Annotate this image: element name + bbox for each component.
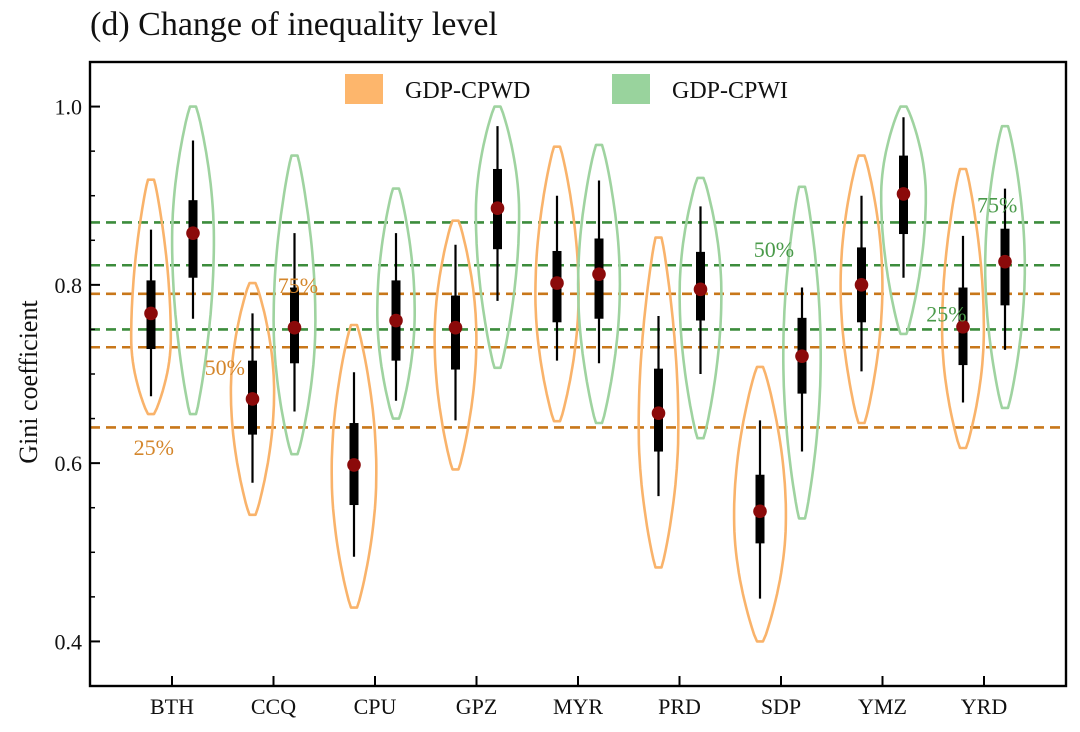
axes: 0.4 0.6 0.8 1.0 BTH CCQ CPU GPZ MYR PRD SDP YMZ YRD G…	[14, 60, 1068, 719]
reference-label: 75%	[278, 273, 318, 298]
violin-cpu-gdp-cpwi	[376, 187, 416, 420]
x-tick-label: YRD	[961, 694, 1007, 719]
violins	[129, 105, 1027, 643]
median-point-gpz-gdp-cpwd	[448, 320, 463, 335]
reference-label: 50%	[754, 237, 794, 262]
legend: GDP-CPWD GDP-CPWI	[345, 74, 788, 104]
violin-yrd-gdp-cpwd	[940, 167, 986, 450]
reference-label: 25%	[134, 435, 174, 460]
violin-sdp-gdp-cpwd	[732, 365, 788, 643]
legend-swatch-gdp-cpwi	[612, 74, 650, 104]
median-point-ccq-gdp-cpwi	[287, 320, 302, 335]
violin-myr-gdp-cpwi	[576, 143, 622, 425]
median-point-prd-gdp-cpwd	[651, 406, 666, 421]
violin-ymz-gdp-cpwd	[839, 154, 884, 425]
legend-label: GDP-CPWD	[405, 78, 530, 104]
x-tick-label: MYR	[553, 694, 603, 719]
x-tick-label: CPU	[354, 694, 397, 719]
violin-yrd-gdp-cpwi	[983, 124, 1027, 410]
violin-cpu-gdp-cpwd	[330, 323, 378, 609]
median-point-myr-gdp-cpwd	[550, 276, 564, 290]
violin-prd-gdp-cpwd	[637, 236, 680, 569]
violin-ccq-gdp-cpwd	[229, 281, 276, 517]
violin-gpz-gdp-cpwi	[474, 105, 521, 370]
y-axis-label: Gini coefficient	[14, 300, 43, 464]
median-point-ymz-gdp-cpwi	[896, 187, 911, 201]
median-point-gpz-gdp-cpwi	[490, 201, 505, 215]
violin-bth-gdp-cpwi	[170, 105, 216, 416]
chart-title: (d) Change of inequality level	[90, 6, 498, 43]
median-point-cpu-gdp-cpwi	[389, 313, 403, 328]
reference-label: 25%	[926, 301, 966, 326]
x-tick-label: BTH	[150, 694, 194, 719]
legend-label: GDP-CPWI	[672, 78, 788, 104]
reference-label: 50%	[205, 355, 245, 380]
median-point-ccq-gdp-cpwd	[245, 392, 260, 406]
median-point-sdp-gdp-cpwi	[795, 349, 809, 363]
violin-gpz-gdp-cpwd	[433, 219, 478, 471]
median-point-cpu-gdp-cpwd	[347, 458, 361, 472]
median-point-bth-gdp-cpwi	[186, 226, 200, 240]
violin-sdp-gdp-cpwi	[782, 185, 822, 520]
legend-swatch-gdp-cpwd	[345, 74, 383, 104]
median-point-bth-gdp-cpwd	[144, 306, 158, 321]
violin-myr-gdp-cpwd	[534, 145, 580, 423]
x-tick-label: GPZ	[456, 694, 498, 719]
x-tick-label: SDP	[761, 694, 801, 719]
median-point-sdp-gdp-cpwd	[753, 504, 767, 519]
median-point-yrd-gdp-cpwi	[998, 254, 1012, 269]
violin-bth-gdp-cpwd	[129, 178, 173, 416]
median-point-prd-gdp-cpwi	[693, 282, 708, 297]
y-tick-label: 0.8	[55, 273, 83, 298]
x-tick-label: CCQ	[251, 694, 296, 719]
labels: 25% 50% 75% 25% 50% 75%	[134, 193, 1018, 460]
median-point-ymz-gdp-cpwd	[854, 278, 869, 292]
y-tick-label: 1.0	[55, 95, 83, 120]
boxes	[144, 117, 1012, 599]
violin-prd-gdp-cpwi	[678, 176, 723, 440]
x-tick-label: PRD	[658, 694, 701, 719]
y-tick-label: 0.4	[55, 629, 83, 654]
y-tick-label: 0.6	[55, 451, 83, 476]
median-point-myr-gdp-cpwi	[592, 267, 606, 281]
median-point-yrd-gdp-cpwd	[956, 319, 970, 334]
violin-ymz-gdp-cpwi	[879, 105, 928, 336]
reference-label: 75%	[977, 193, 1017, 218]
violin-ccq-gdp-cpwi	[272, 154, 317, 456]
x-tick-label: YMZ	[858, 694, 907, 719]
